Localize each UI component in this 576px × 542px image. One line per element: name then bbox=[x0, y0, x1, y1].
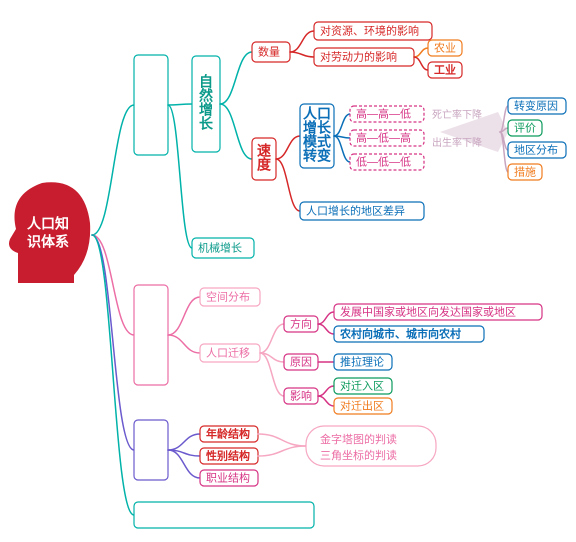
node: 空间变化 bbox=[134, 285, 168, 385]
node: 方向 bbox=[284, 316, 318, 332]
svg-text:变: 变 bbox=[144, 106, 158, 122]
node: 对劳动力的影响 bbox=[314, 48, 414, 66]
node: 高—高—低 bbox=[350, 106, 424, 122]
svg-text:化: 化 bbox=[144, 356, 158, 372]
node: 低—低—低 bbox=[350, 154, 424, 170]
root-head: 人口知识体系 bbox=[9, 182, 90, 283]
node: 影响 bbox=[284, 388, 318, 404]
node: 农村向城市、城市向农村 bbox=[334, 326, 484, 342]
svg-text:人口知: 人口知 bbox=[27, 216, 69, 232]
svg-text:产业布局变化与人口迁移: 产业布局变化与人口迁移 bbox=[144, 507, 265, 521]
node: 人口增长模式转变 bbox=[300, 104, 334, 168]
node: 机械增长 bbox=[192, 238, 254, 258]
node: 人口迁移 bbox=[200, 344, 260, 362]
svg-text:高—低—高: 高—低—高 bbox=[356, 130, 411, 144]
svg-text:机械增长: 机械增长 bbox=[198, 240, 242, 254]
svg-text:空: 空 bbox=[144, 296, 158, 312]
node: 对资源、环境的影响 bbox=[314, 22, 432, 40]
svg-text:长: 长 bbox=[199, 116, 214, 132]
node: 工业 bbox=[428, 62, 462, 78]
svg-text:人口增长的地区差异: 人口增长的地区差异 bbox=[306, 203, 405, 217]
svg-text:人口迁移: 人口迁移 bbox=[206, 346, 250, 359]
svg-text:度: 度 bbox=[257, 157, 272, 173]
node: 空间分布 bbox=[200, 288, 260, 306]
svg-text:构: 构 bbox=[144, 451, 158, 467]
svg-text:发展中国家或地区向发达国家或地区: 发展中国家或地区向发达国家或地区 bbox=[340, 304, 516, 318]
svg-text:对劳动力的影响: 对劳动力的影响 bbox=[320, 49, 397, 63]
svg-text:高—高—低: 高—高—低 bbox=[356, 106, 411, 120]
node: 转变原因 bbox=[508, 98, 566, 114]
annotation: 出生率下降 bbox=[432, 136, 482, 149]
svg-text:农村向城市、城市向农村: 农村向城市、城市向农村 bbox=[339, 326, 461, 340]
node: 发展中国家或地区向发达国家或地区 bbox=[334, 304, 542, 320]
svg-text:转变原因: 转变原因 bbox=[514, 98, 558, 112]
node: 地区分布 bbox=[508, 142, 566, 158]
node: 年龄结构 bbox=[200, 426, 258, 442]
node: 人口增长的地区差异 bbox=[300, 202, 424, 220]
node: 措施 bbox=[508, 164, 542, 180]
svg-text:年龄结构: 年龄结构 bbox=[206, 426, 250, 440]
svg-text:影响: 影响 bbox=[290, 389, 312, 402]
svg-text:数量: 数量 bbox=[258, 45, 280, 58]
svg-text:地区分布: 地区分布 bbox=[514, 143, 558, 156]
node: 职业结构 bbox=[200, 470, 258, 486]
svg-text:三角坐标的判读: 三角坐标的判读 bbox=[320, 448, 397, 462]
svg-text:原因: 原因 bbox=[290, 355, 312, 368]
svg-text:措施: 措施 bbox=[514, 164, 536, 178]
svg-text:数: 数 bbox=[144, 66, 159, 82]
node: 性别结构 bbox=[200, 448, 258, 464]
svg-text:推拉理论: 推拉理论 bbox=[340, 354, 384, 368]
svg-text:结: 结 bbox=[144, 431, 158, 447]
svg-text:对资源、环境的影响: 对资源、环境的影响 bbox=[320, 23, 419, 37]
node: 对迁出区 bbox=[334, 398, 392, 414]
node: 数量变化 bbox=[134, 55, 168, 155]
node: 农业 bbox=[428, 40, 462, 56]
node: 结构 bbox=[134, 420, 168, 480]
mindmap-canvas: 人口知识体系数量变化空间变化结构产业布局变化与人口迁移自然增长机械增长数量速度对… bbox=[0, 0, 576, 542]
node: 速度 bbox=[252, 138, 276, 180]
svg-text:间: 间 bbox=[144, 316, 158, 332]
svg-text:对迁入区: 对迁入区 bbox=[340, 378, 384, 392]
svg-text:评价: 评价 bbox=[514, 121, 536, 134]
svg-text:低—低—低: 低—低—低 bbox=[356, 155, 411, 168]
svg-text:空间分布: 空间分布 bbox=[206, 289, 250, 303]
struct-note: 金字塔图的判读三角坐标的判读 bbox=[306, 426, 436, 466]
svg-text:农业: 农业 bbox=[434, 40, 456, 54]
node: 数量 bbox=[252, 42, 290, 62]
svg-text:变: 变 bbox=[144, 336, 158, 352]
svg-text:职业结构: 职业结构 bbox=[206, 470, 250, 484]
node: 对迁入区 bbox=[334, 378, 392, 394]
annotation: 死亡率下降 bbox=[432, 108, 482, 121]
svg-text:转变: 转变 bbox=[303, 148, 331, 164]
node: 推拉理论 bbox=[334, 354, 392, 370]
svg-text:识体系: 识体系 bbox=[27, 234, 69, 250]
svg-text:性别结构: 性别结构 bbox=[206, 448, 250, 462]
svg-text:化: 化 bbox=[144, 126, 158, 142]
node: 评价 bbox=[508, 120, 542, 136]
node: 原因 bbox=[284, 354, 318, 370]
node: 产业布局变化与人口迁移 bbox=[134, 502, 314, 528]
node: 高—低—高 bbox=[350, 130, 424, 146]
svg-text:方向: 方向 bbox=[290, 316, 312, 330]
node: 自然增长 bbox=[192, 56, 220, 152]
svg-text:量: 量 bbox=[144, 86, 158, 102]
svg-text:工业: 工业 bbox=[434, 62, 456, 76]
svg-text:对迁出区: 对迁出区 bbox=[340, 398, 384, 412]
svg-text:金字塔图的判读: 金字塔图的判读 bbox=[320, 432, 397, 446]
